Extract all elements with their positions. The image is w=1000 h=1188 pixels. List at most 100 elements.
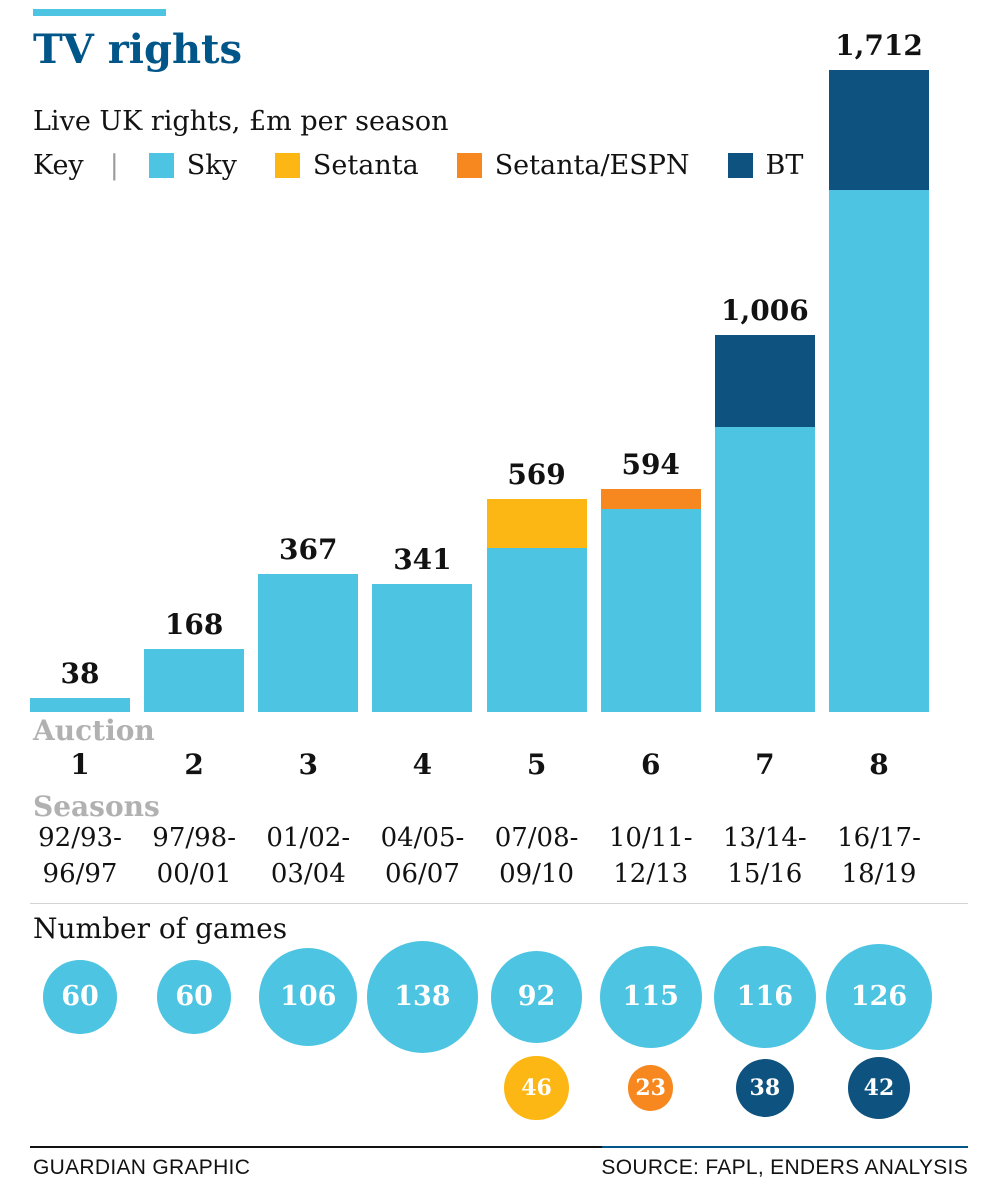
season-line-1: 92/93- xyxy=(38,823,122,853)
legend-item-label: Setanta xyxy=(312,150,419,181)
bar-segment-setanta xyxy=(486,498,587,548)
season-label: 07/08- 09/10 xyxy=(480,820,594,892)
legend-key-label: Key xyxy=(33,150,84,181)
games-circle-sky: 92 xyxy=(491,951,583,1043)
bar-segment-sky xyxy=(714,427,815,712)
footer-credit: GUARDIAN GRAPHIC xyxy=(33,1156,251,1179)
season-line-1: 16/17- xyxy=(837,823,921,853)
bar-value-label: 367 xyxy=(279,533,338,567)
bar-segment-setanta_espn xyxy=(600,489,701,510)
games-circle-sky: 60 xyxy=(157,960,231,1034)
season-label: 04/05- 06/07 xyxy=(365,820,479,892)
auction-number: 2 xyxy=(184,748,204,781)
seasons-axis-label: Seasons xyxy=(33,790,160,823)
auction-number: 1 xyxy=(70,748,90,781)
season-label: 97/98- 00/01 xyxy=(137,820,251,892)
bar-value-label: 168 xyxy=(164,608,224,641)
legend: Key | Sky Setanta Setanta/ESPN BT xyxy=(33,150,841,181)
bar-value-label: 569 xyxy=(507,457,566,491)
auction-number: 3 xyxy=(298,748,319,781)
auction-number: 8 xyxy=(869,748,889,781)
chart-subtitle: Live UK rights, £m per season xyxy=(33,106,449,137)
legend-item: Setanta xyxy=(274,150,419,181)
seasons-row: 92/93- 96/97 97/98- 00/01 01/02- 03/04 04/05- 0… xyxy=(30,820,929,900)
games-circle-sky: 116 xyxy=(713,945,816,1049)
setanta-espn-swatch-icon xyxy=(456,153,482,178)
bar-chart: 38 168 367 341 569 594 1,006 1,712 xyxy=(30,30,929,712)
legend-item-label: Setanta/ESPN xyxy=(494,150,690,181)
bar-auction-1 xyxy=(30,697,130,712)
season-line-1: 97/98- xyxy=(152,823,236,853)
games-circle-sky: 115 xyxy=(599,946,702,1048)
games-subcircle-setanta: 46 xyxy=(504,1055,569,1121)
season-line-2: 09/10 xyxy=(499,859,575,889)
games-subcircle-bt: 38 xyxy=(735,1058,795,1118)
season-line-2: 00/01 xyxy=(156,859,232,889)
season-line-1: 10/11- xyxy=(608,823,693,853)
season-label: 13/14- 15/16 xyxy=(708,820,822,892)
games-section-label: Number of games xyxy=(33,912,288,945)
season-line-1: 04/05- xyxy=(380,823,465,853)
auction-number: 7 xyxy=(755,748,775,781)
bar-auction-2 xyxy=(144,649,245,712)
bar-auction-4 xyxy=(372,584,473,712)
title-accent-bar xyxy=(33,9,166,16)
bar-auction-8 xyxy=(829,70,929,712)
auction-axis-label: Auction xyxy=(33,714,155,747)
bt-swatch-icon xyxy=(727,153,753,178)
sky-swatch-icon xyxy=(148,153,174,178)
games-subcircle-bt: 42 xyxy=(848,1057,910,1119)
bar-segment-sky xyxy=(372,584,473,712)
legend-item: Sky xyxy=(148,150,237,181)
bar-value-label: 594 xyxy=(621,448,680,482)
bar-auction-5 xyxy=(486,498,587,712)
season-line-2: 18/19 xyxy=(841,859,917,889)
bar-value-label: 1,006 xyxy=(721,293,809,327)
season-label: 92/93- 96/97 xyxy=(23,820,137,892)
season-line-2: 15/16 xyxy=(727,859,803,889)
auction-numbers-row: 1 2 3 4 5 6 7 8 xyxy=(30,748,929,786)
footer-rule-blue xyxy=(602,1146,968,1148)
games-circle-sky: 60 xyxy=(43,960,117,1034)
legend-item-label: BT xyxy=(765,150,804,181)
bar-segment-sky xyxy=(600,509,701,712)
auction-number: 4 xyxy=(412,748,433,781)
games-subcircle-setanta_espn: 23 xyxy=(627,1065,674,1111)
games-circle-sky: 126 xyxy=(825,943,933,1051)
season-label: 16/17- 18/19 xyxy=(822,820,936,892)
auction-number: 5 xyxy=(526,748,547,781)
season-line-2: 06/07 xyxy=(384,859,460,889)
bar-segment-sky xyxy=(144,649,245,712)
chart-title: TV rights xyxy=(33,26,243,73)
setanta-swatch-icon xyxy=(274,153,300,178)
legend-item: Setanta/ESPN xyxy=(456,150,690,181)
bar-auction-3 xyxy=(258,574,359,712)
season-line-2: 12/13 xyxy=(613,859,689,889)
games-circle-sky: 138 xyxy=(366,941,479,1053)
legend-items: Sky Setanta Setanta/ESPN BT xyxy=(148,150,842,181)
footer-rule-dark xyxy=(30,1146,602,1148)
auction-number: 6 xyxy=(640,748,661,781)
bar-value-label: 1,712 xyxy=(835,29,923,62)
season-line-1: 07/08- xyxy=(494,823,579,853)
season-label: 10/11- 12/13 xyxy=(594,820,708,892)
legend-item: BT xyxy=(727,150,804,181)
bar-segment-sky xyxy=(486,547,587,712)
season-label: 01/02- 03/04 xyxy=(251,820,365,892)
season-line-1: 01/02- xyxy=(266,823,351,853)
bar-auction-6 xyxy=(600,489,701,712)
bar-value-label: 341 xyxy=(393,543,452,577)
section-divider xyxy=(30,903,968,904)
bar-segment-sky xyxy=(258,574,359,712)
legend-item-label: Sky xyxy=(186,150,237,181)
games-circle-sky: 106 xyxy=(259,948,358,1046)
bar-segment-sky xyxy=(30,697,130,712)
games-circles: 60 60 106 138 92 115 116 126 46 23 38 42 xyxy=(30,939,968,1129)
bar-segment-bt xyxy=(714,334,815,427)
footer-source: SOURCE: FAPL, ENDERS ANALYSIS xyxy=(601,1156,968,1179)
bar-auction-7 xyxy=(714,334,815,712)
season-line-1: 13/14- xyxy=(722,823,807,853)
season-line-2: 96/97 xyxy=(42,859,118,889)
bar-value-label: 38 xyxy=(60,656,100,690)
